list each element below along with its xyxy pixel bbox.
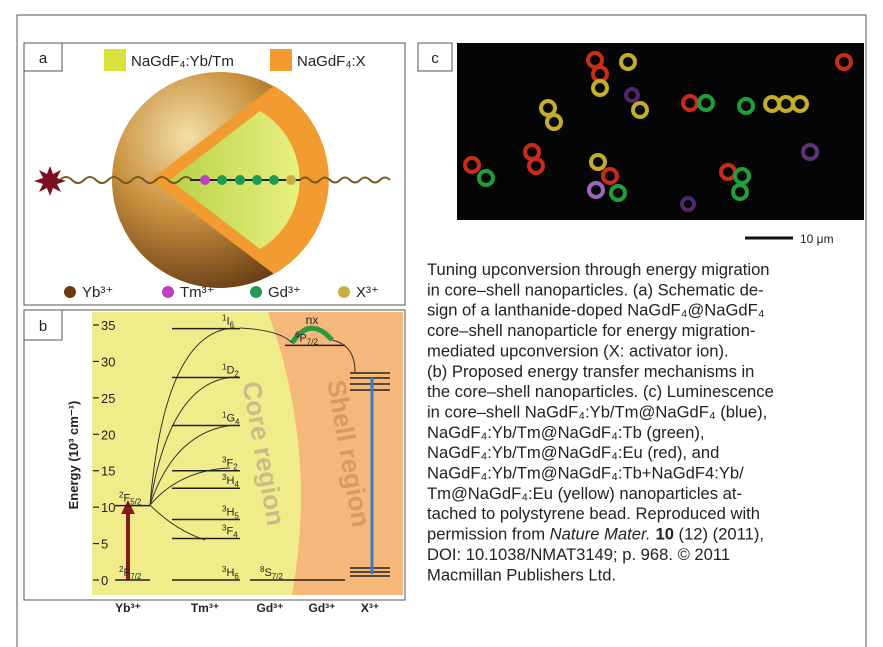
level-base: S — [264, 567, 271, 579]
ion-dot — [64, 286, 76, 298]
panel-label: a — [39, 50, 48, 67]
level-sub: 7/2 — [307, 337, 319, 346]
ion-label: Gd³⁺ — [268, 284, 301, 301]
caption-line: DOI: 10.1038/NMAT3149; p. 968. © 2011 — [427, 545, 730, 564]
scale-label: 10 μm — [800, 232, 834, 246]
level-sub: 6 — [230, 321, 235, 330]
level-sub: 6 — [234, 572, 239, 581]
level-base: D — [226, 364, 234, 376]
level-sub: 2 — [233, 463, 238, 472]
y-tick-label: 0 — [101, 573, 108, 588]
figure: a NaGdF₄:Yb/Tm NaGdF₄:X Yb³⁺ Tm³⁺ Gd³⁺ X… — [0, 0, 883, 647]
caption-line: mediated upconversion (X: activator ion)… — [427, 341, 729, 360]
level-sub: 7/2 — [272, 572, 284, 581]
ion-label: Gd³⁺ — [257, 601, 284, 615]
caption-line: Tm@NaGdF₄:Eu (yellow) nanoparticles at- — [427, 484, 742, 503]
y-tick-label: 35 — [101, 318, 115, 333]
ion-label: X³⁺ — [361, 601, 379, 615]
legend-swatch — [270, 49, 292, 71]
level-sub: 5 — [234, 512, 239, 521]
caption-line: in core–shell nanoparticles. (a) Schemat… — [427, 280, 764, 299]
level-sub: 4 — [234, 480, 239, 489]
panel-label: c — [431, 50, 439, 67]
caption-line: tached to polystyrene bead. Reproduced w… — [427, 504, 760, 523]
legend-text: NaGdF₄:X — [297, 53, 366, 70]
ion-label: Gd³⁺ — [309, 601, 336, 615]
caption-line: Tuning upconversion through energy migra… — [427, 260, 770, 279]
y-tick-label: 10 — [101, 500, 115, 515]
axis-title: Energy (10³ cm⁻¹) — [66, 401, 81, 510]
y-tick-label: 30 — [101, 354, 115, 369]
y-tick-label: 15 — [101, 464, 115, 479]
ion-label: Yb³⁺ — [115, 601, 141, 615]
level-base: P — [299, 332, 306, 344]
level-base: G — [226, 413, 235, 425]
ion-label: X³⁺ — [356, 284, 379, 301]
micrograph — [457, 43, 864, 220]
level-base: H — [226, 475, 234, 487]
caption-line: (b) Proposed energy transfer mechanisms … — [427, 362, 754, 381]
caption-line: core–shell nanoparticle for energy migra… — [427, 321, 755, 340]
legend-swatch — [104, 49, 126, 71]
level-base: H — [226, 567, 234, 579]
caption-line: the core–shell nanoparticles. (c) Lumine… — [427, 382, 774, 401]
ion-label: Tm³⁺ — [180, 284, 215, 301]
y-tick-label: 20 — [101, 427, 115, 442]
ion-label: Tm³⁺ — [191, 601, 219, 615]
ion-dot — [250, 286, 262, 298]
panel-b: b Energy (10³ cm⁻¹) Core region Shell re… — [24, 310, 405, 615]
level-sub: 4 — [233, 530, 238, 539]
panel-c: c 10 μm — [418, 43, 864, 246]
level-sub: 2 — [234, 369, 239, 378]
journal: Nature Mater. — [550, 525, 651, 544]
caption-line: NaGdF₄:Yb/Tm@NaGdF₄:Tb+NaGdF4:Yb/ — [427, 464, 744, 483]
volume: 10 — [655, 525, 673, 544]
citation-text: (12) (2011), — [674, 525, 764, 544]
caption-line: sign of a lanthanide-doped NaGdF₄@NaGdF₄ — [427, 301, 765, 320]
caption-line: NaGdF₄:Yb/Tm@NaGdF₄:Tb (green), — [427, 423, 705, 442]
citation-text: permission from — [427, 525, 550, 544]
level-sub: 5/2 — [130, 498, 142, 507]
ion-dot — [162, 286, 174, 298]
caption: Tuning upconversion through energy migra… — [427, 260, 774, 584]
panel-a: a NaGdF₄:Yb/Tm NaGdF₄:X Yb³⁺ Tm³⁺ Gd³⁺ X… — [24, 43, 405, 305]
caption-line: permission from Nature Mater.10 (12) (20… — [427, 525, 764, 544]
migration-label: nx — [306, 313, 319, 327]
ion-dot — [338, 286, 350, 298]
legend-text: NaGdF₄:Yb/Tm — [131, 53, 234, 70]
panel-label: b — [39, 318, 47, 335]
y-tick-label: 25 — [101, 391, 115, 406]
caption-line: NaGdF₄:Yb/Tm@NaGdF₄:Eu (red), and — [427, 443, 719, 462]
level-sub: 4 — [235, 418, 240, 427]
y-tick-label: 5 — [101, 537, 108, 552]
level-base: H — [226, 507, 234, 519]
caption-line: in core–shell NaGdF₄:Yb/Tm@NaGdF₄ (blue)… — [427, 402, 767, 421]
caption-line: Macmillan Publishers Ltd. — [427, 565, 616, 584]
ion-label: Yb³⁺ — [82, 284, 113, 301]
level-sub: 7/2 — [130, 572, 142, 581]
